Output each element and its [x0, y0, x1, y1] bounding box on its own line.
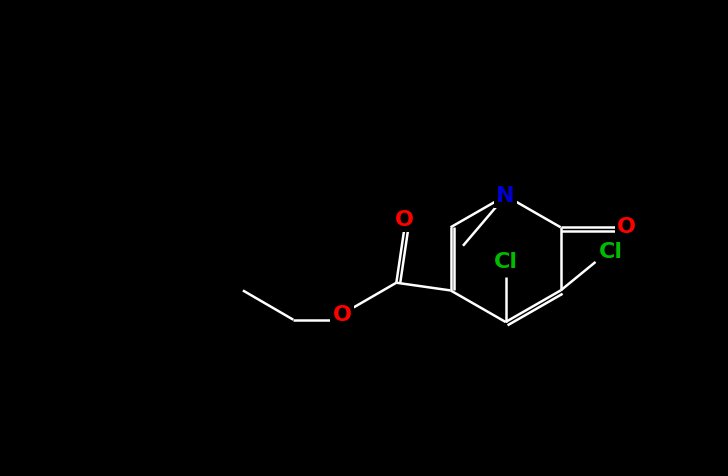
Text: Cl: Cl — [494, 252, 518, 272]
Text: O: O — [395, 209, 414, 229]
Text: N: N — [496, 186, 515, 206]
Text: O: O — [617, 217, 636, 238]
Text: O: O — [333, 305, 352, 325]
Text: Cl: Cl — [599, 242, 623, 262]
